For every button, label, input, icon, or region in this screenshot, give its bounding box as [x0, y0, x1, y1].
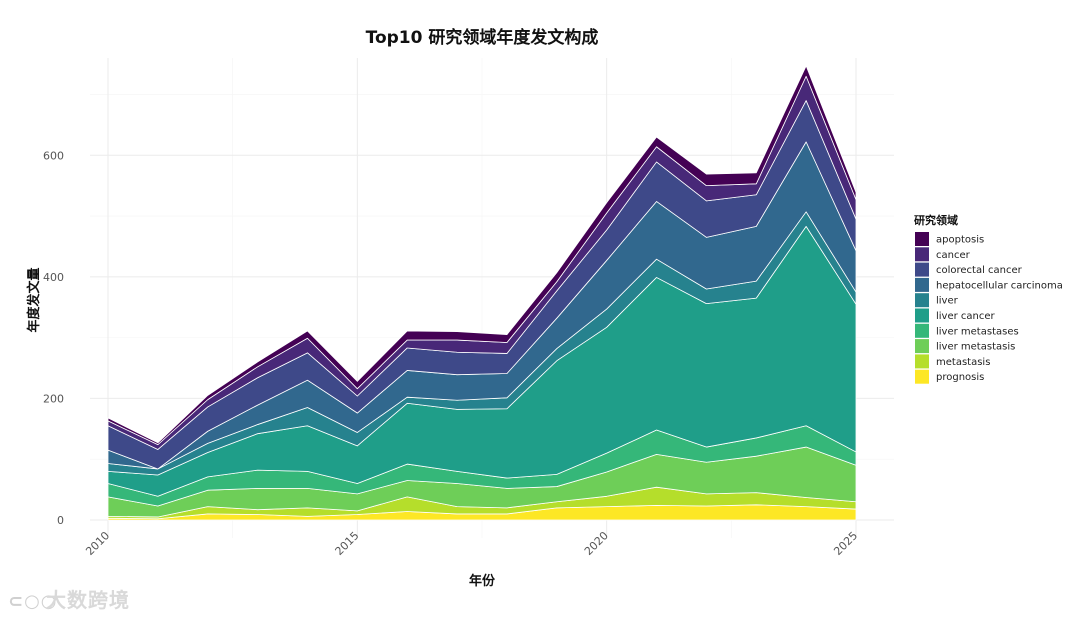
logo-icon: ⊂○○: [8, 591, 58, 612]
area-apoptosis: [107, 65, 857, 446]
y-tick-label: 600: [43, 149, 64, 162]
y-tick-label: 400: [43, 271, 64, 284]
y-axis-title: 年度发文量: [26, 267, 42, 332]
legend-swatch-hepatocellular-carcinoma: [915, 277, 929, 292]
watermark: ⊂○○大数跨境: [8, 584, 130, 613]
legend-label-liver-metastases: liver metastases: [936, 326, 1019, 337]
legend-swatch-prognosis: [915, 369, 929, 384]
y-axis: 0 200 400 600: [43, 149, 64, 527]
y-tick-label: 200: [43, 392, 64, 405]
legend-swatch-liver: [915, 293, 929, 308]
legend-swatch-liver-metastases: [915, 323, 929, 338]
legend: 研究领域 apoptosis cancer colorectal cancer hep…: [914, 213, 1063, 384]
legend-label-apoptosis: apoptosis: [936, 235, 984, 246]
legend-label-metastasis: metastasis: [936, 357, 990, 368]
legend-label-liver-cancer: liver cancer: [936, 311, 996, 322]
y-tick-label: 0: [57, 514, 64, 527]
legend-label-prognosis: prognosis: [936, 372, 984, 383]
legend-label-hepatocellular-carcinoma: hepatocellular carcinoma: [936, 280, 1063, 291]
legend-swatch-liver-cancer: [915, 308, 929, 323]
legend-swatch-apoptosis: [915, 232, 929, 246]
legend-swatch-metastasis: [915, 354, 929, 369]
x-axis-title: 年份: [469, 573, 496, 589]
legend-title: 研究领域: [914, 213, 958, 227]
chart-title: Top10 研究领域年度发文构成: [366, 27, 599, 48]
legend-swatch-cancer: [915, 247, 929, 262]
legend-swatch-colorectal-cancer: [915, 262, 929, 277]
legend-label-colorectal-cancer: colorectal cancer: [936, 265, 1023, 276]
legend-label-liver: liver: [936, 296, 959, 307]
x-axis: 2010 2015 2020 2025: [83, 529, 860, 558]
plot-areas: [107, 65, 857, 521]
legend-swatch-liver-metastasis: [915, 339, 929, 354]
legend-label-cancer: cancer: [936, 250, 971, 261]
legend-label-liver-metastasis: liver metastasis: [936, 342, 1015, 353]
watermark-text: 大数跨境: [46, 588, 130, 612]
